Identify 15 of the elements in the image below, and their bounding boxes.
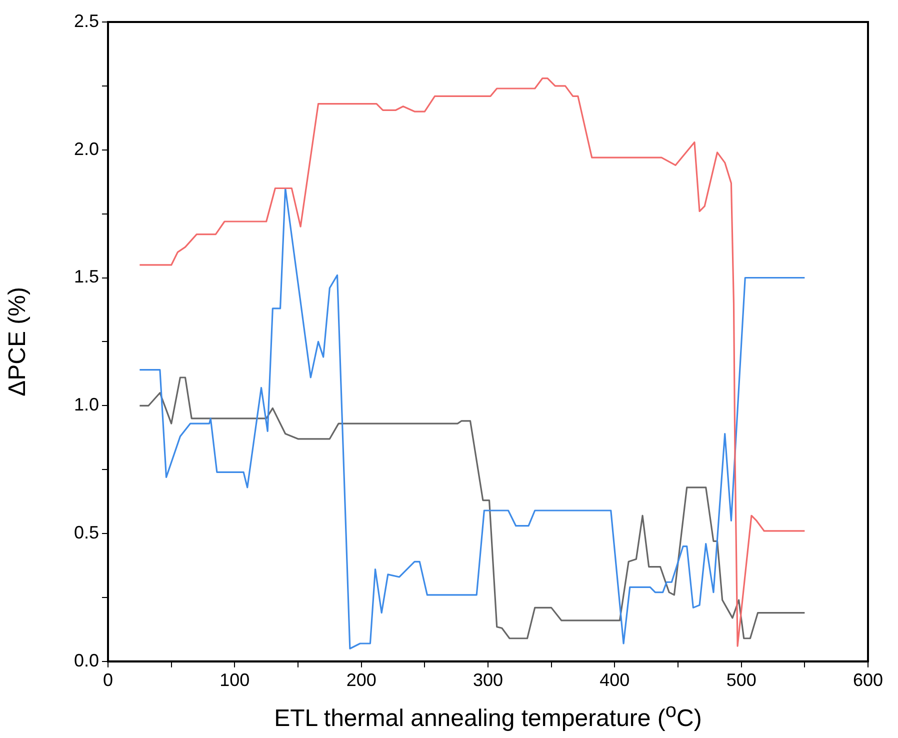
x-tick-label: 500	[726, 670, 756, 690]
x-tick-label: 400	[600, 670, 630, 690]
x-tick-label: 300	[472, 670, 504, 690]
x-tick-label: 200	[346, 670, 376, 690]
x-tick-label: 600	[852, 670, 884, 690]
y-tick-label: 1.0	[74, 394, 99, 415]
y-axis-title: ΔPCE (%)	[4, 287, 32, 396]
y-tick-label: 2.5	[74, 10, 99, 31]
y-tick-label: 0.0	[74, 650, 99, 670]
y-tick-label: 1.5	[74, 266, 99, 287]
y-tick-label: 2.0	[74, 138, 99, 159]
x-tick-label: 0	[102, 670, 114, 690]
x-axis-title: ETL thermal annealing temperature ($^{o}$C)	[273, 700, 703, 733]
y-tick-label: 0.5	[74, 522, 99, 542]
x-tick-label: 100	[220, 670, 250, 690]
